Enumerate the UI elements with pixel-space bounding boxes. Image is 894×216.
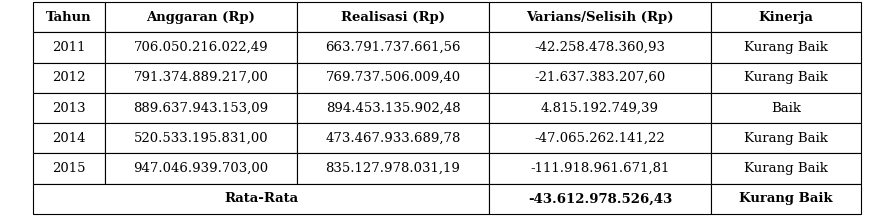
Text: 791.374.889.217,00: 791.374.889.217,00 xyxy=(133,71,268,84)
Bar xyxy=(33,32,105,63)
Bar xyxy=(297,2,489,32)
Bar xyxy=(711,2,861,32)
Bar xyxy=(33,93,105,123)
Bar xyxy=(33,184,489,214)
Text: 520.533.195.831,00: 520.533.195.831,00 xyxy=(134,132,268,145)
Bar xyxy=(33,2,105,32)
Bar xyxy=(33,2,105,32)
Bar xyxy=(711,153,861,184)
Text: Kurang Baik: Kurang Baik xyxy=(744,71,828,84)
Bar xyxy=(489,184,711,214)
Bar xyxy=(105,63,297,93)
Bar xyxy=(489,63,711,93)
Bar xyxy=(33,63,105,93)
Bar xyxy=(297,2,489,32)
Text: Baik: Baik xyxy=(771,102,801,114)
Bar xyxy=(297,93,489,123)
Bar xyxy=(711,32,861,63)
Text: 769.737.506.009,40: 769.737.506.009,40 xyxy=(325,71,460,84)
Text: 835.127.978.031,19: 835.127.978.031,19 xyxy=(325,162,460,175)
Text: Rata-Rata: Rata-Rata xyxy=(224,192,298,205)
Bar xyxy=(711,123,861,153)
Bar xyxy=(105,123,297,153)
Text: 2013: 2013 xyxy=(52,102,86,114)
Bar xyxy=(33,123,105,153)
Bar xyxy=(711,184,861,214)
Text: 889.637.943.153,09: 889.637.943.153,09 xyxy=(133,102,268,114)
Bar xyxy=(105,93,297,123)
Bar xyxy=(297,153,489,184)
Bar xyxy=(33,153,105,184)
Bar xyxy=(711,63,861,93)
Text: Anggaran (Rp): Anggaran (Rp) xyxy=(147,11,256,24)
Bar xyxy=(105,32,297,63)
Bar xyxy=(297,153,489,184)
Bar xyxy=(105,2,297,32)
Bar xyxy=(489,32,711,63)
Bar xyxy=(489,93,711,123)
Bar xyxy=(105,123,297,153)
Text: -47.065.262.141,22: -47.065.262.141,22 xyxy=(535,132,665,145)
Bar xyxy=(489,153,711,184)
Bar xyxy=(489,184,711,214)
Text: -43.612.978.526,43: -43.612.978.526,43 xyxy=(527,192,672,205)
Text: -42.258.478.360,93: -42.258.478.360,93 xyxy=(535,41,665,54)
Bar xyxy=(711,153,861,184)
Bar xyxy=(489,123,711,153)
Bar xyxy=(489,2,711,32)
Bar xyxy=(297,32,489,63)
Bar xyxy=(489,93,711,123)
Bar xyxy=(105,153,297,184)
Text: Kurang Baik: Kurang Baik xyxy=(744,132,828,145)
Bar xyxy=(489,2,711,32)
Bar xyxy=(711,184,861,214)
Text: Realisasi (Rp): Realisasi (Rp) xyxy=(341,11,445,24)
Text: Kurang Baik: Kurang Baik xyxy=(744,162,828,175)
Bar xyxy=(297,63,489,93)
Text: 2011: 2011 xyxy=(52,41,86,54)
Bar xyxy=(711,2,861,32)
Bar xyxy=(105,93,297,123)
Text: 894.453.135.902,48: 894.453.135.902,48 xyxy=(325,102,460,114)
Bar xyxy=(711,63,861,93)
Text: 663.791.737.661,56: 663.791.737.661,56 xyxy=(325,41,460,54)
Bar xyxy=(33,184,489,214)
Bar xyxy=(297,123,489,153)
Text: -111.918.961.671,81: -111.918.961.671,81 xyxy=(530,162,670,175)
Text: 947.046.939.703,00: 947.046.939.703,00 xyxy=(133,162,268,175)
Text: Kurang Baik: Kurang Baik xyxy=(744,41,828,54)
Bar xyxy=(489,153,711,184)
Bar xyxy=(105,153,297,184)
Bar xyxy=(105,32,297,63)
Text: -21.637.383.207,60: -21.637.383.207,60 xyxy=(535,71,666,84)
Bar xyxy=(297,93,489,123)
Bar xyxy=(489,123,711,153)
Text: 2012: 2012 xyxy=(52,71,86,84)
Bar xyxy=(711,32,861,63)
Bar xyxy=(711,123,861,153)
Bar xyxy=(711,93,861,123)
Text: 706.050.216.022,49: 706.050.216.022,49 xyxy=(134,41,268,54)
Text: 4.815.192.749,39: 4.815.192.749,39 xyxy=(541,102,659,114)
Text: 473.467.933.689,78: 473.467.933.689,78 xyxy=(325,132,460,145)
Bar xyxy=(711,93,861,123)
Bar xyxy=(297,63,489,93)
Bar xyxy=(297,123,489,153)
Text: Varians/Selisih (Rp): Varians/Selisih (Rp) xyxy=(527,11,674,24)
Bar xyxy=(489,32,711,63)
Bar xyxy=(297,32,489,63)
Bar xyxy=(33,93,105,123)
Bar xyxy=(105,63,297,93)
Text: Tahun: Tahun xyxy=(46,11,92,24)
Text: Kurang Baik: Kurang Baik xyxy=(739,192,833,205)
Text: Kinerja: Kinerja xyxy=(759,11,814,24)
Bar xyxy=(33,63,105,93)
Bar xyxy=(489,63,711,93)
Bar xyxy=(105,2,297,32)
Bar xyxy=(33,153,105,184)
Text: 2014: 2014 xyxy=(52,132,86,145)
Bar xyxy=(33,123,105,153)
Bar xyxy=(33,32,105,63)
Text: 2015: 2015 xyxy=(52,162,86,175)
